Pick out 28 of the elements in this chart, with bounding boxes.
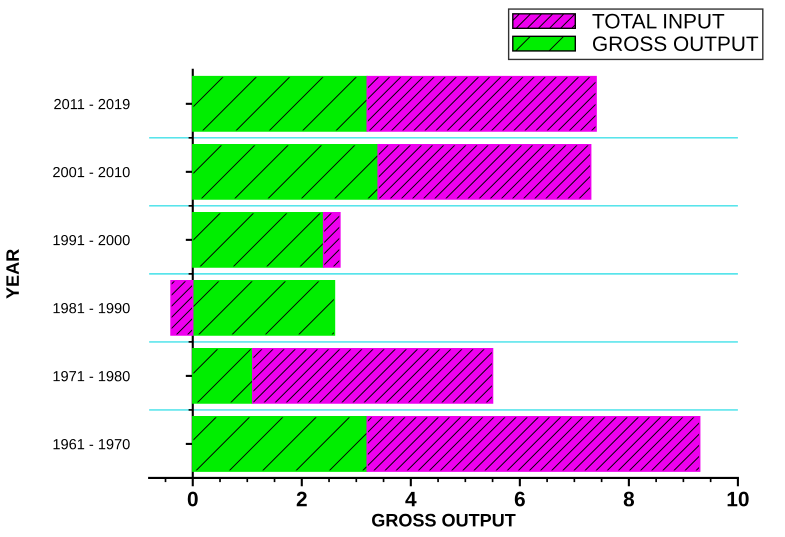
bar (366, 76, 597, 132)
bar (192, 76, 368, 132)
y-tick-label: 1961 - 1970 (54, 439, 130, 450)
y-tick-label: 1971 - 1980 (54, 371, 130, 382)
y-tick-label: 2001 - 2010 (53, 166, 130, 178)
bar (366, 416, 700, 472)
bar (192, 416, 368, 472)
bar (192, 144, 379, 200)
x-tick-label: 8 (624, 492, 634, 506)
x-tick-label: 10 (728, 492, 749, 506)
bar (377, 144, 592, 200)
bar (192, 280, 336, 336)
y-tick-label: 2011 - 2019 (54, 98, 130, 110)
legend-label: GROSS OUTPUT (593, 36, 758, 52)
bar (322, 212, 341, 268)
x-axis-title: GROSS OUTPUT (372, 514, 516, 527)
legend-label: TOTAL INPUT (592, 14, 724, 29)
bar (252, 348, 494, 404)
bar (192, 212, 324, 268)
x-tick-label: 4 (405, 492, 416, 506)
y-tick-label: 1981 - 1990 (54, 302, 130, 314)
x-tick-label: 2 (296, 492, 307, 506)
bar (170, 280, 194, 336)
y-tick-label: 1991 - 2000 (54, 234, 130, 246)
x-tick-label: 0 (188, 492, 198, 506)
x-tick-label: 6 (514, 492, 525, 506)
y-axis-title: YEAR (6, 249, 19, 299)
bar (192, 348, 254, 404)
